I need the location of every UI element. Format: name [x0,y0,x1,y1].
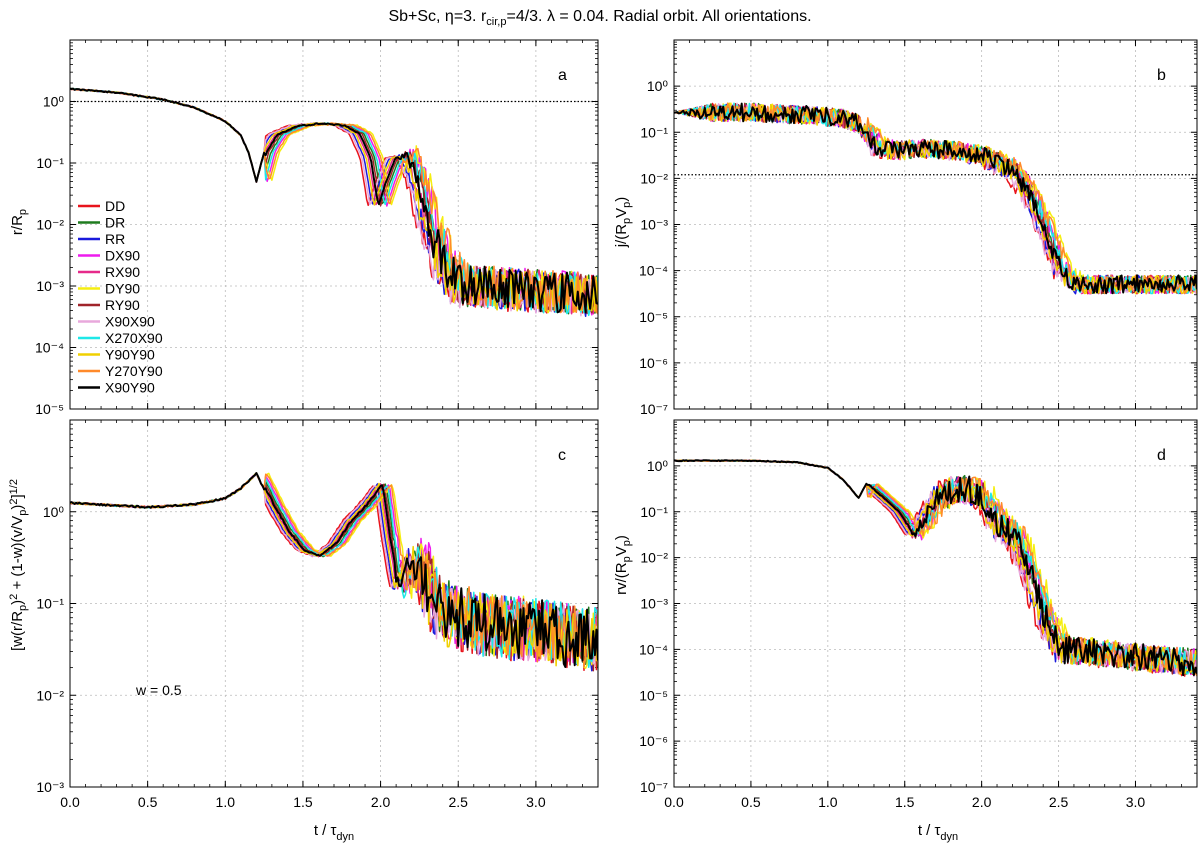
series-line-X90Y90 [70,472,598,668]
x-tick-label: 2.5 [449,794,469,810]
x-tick-label: 2.0 [371,794,391,810]
x-tick-label: 2.0 [972,794,992,810]
plot-frame-a [69,39,599,410]
legend-label-DY90: DY90 [105,281,140,297]
legend-label-DD: DD [105,198,125,214]
y-tick-label: 10⁻³ [640,596,668,612]
x-tick-label: 0.5 [138,794,158,810]
x-tick-label: 0.0 [664,794,684,810]
figure-title: Sb+Sc, η=3. rcir,p=4/3. λ = 0.04. Radial… [388,8,811,28]
y-tick-label: 10⁻³ [36,278,64,294]
y-tick-label: 10⁻³ [640,217,668,233]
x-label-right: t / τdyn [918,822,958,843]
plot-frame-b [673,39,1198,410]
svg-text:[w(r/Rp)2 + (1-w)(v/Vp)2]1/2: [w(r/Rp)2 + (1-w)(v/Vp)2]1/2 [8,479,29,651]
y-label-b: j/(RpVp) [613,197,633,249]
series-line-Y90Y90 [674,102,1197,295]
y-tick-label: 10⁰ [43,94,65,110]
y-tick-label: 10⁻² [36,217,64,233]
series-group-b [674,102,1197,295]
y-tick-label: 10⁻⁷ [640,779,668,795]
svg-text:t / τdyn: t / τdyn [314,822,354,843]
y-tick-label: 10⁰ [43,504,65,520]
y-label-a: r/Rp [9,209,29,235]
svg-text:t / τdyn: t / τdyn [918,822,958,843]
y-tick-label: 10⁰ [647,458,669,474]
y-tick-label: 10⁻⁵ [35,401,64,417]
y-tick-label: 10⁻³ [36,779,64,795]
panel-letter-d: d [1157,447,1166,464]
y-tick-label: 10⁻⁵ [639,687,668,703]
legend-label-X90X90: X90X90 [105,314,155,330]
x-tick-label: 0.0 [60,794,80,810]
y-tick-label: 10⁻⁶ [639,733,668,749]
legend-label-X90Y90: X90Y90 [105,380,155,396]
panel-d: 10⁻⁷ 10⁻⁶ 10⁻⁵ 10⁻⁴ 10⁻³ 10⁻² 10⁻¹ 10⁰ 0.0 0.5 1.0… [639,419,1198,810]
panel-a: 10⁻⁵ 10⁻⁴ 10⁻³ 10⁻² 10⁻¹ 10⁰ a DDDRRRDX90RX90DY… [35,39,599,417]
x-tick-label: 2.5 [1049,794,1069,810]
y-tick-label: 10⁻⁴ [639,263,668,279]
x-tick-label: 1.0 [216,794,236,810]
y-label-c: [w(r/Rp)2 + (1-w)(v/Vp)2]1/2 [8,479,29,651]
series-group-a [70,87,598,318]
panel-c: 10⁻³ 10⁻² 10⁻¹ 10⁰ 0.0 0.5 1.0 1.5 2.0 2.5 3.0 c w =… [36,419,599,810]
svg-text:j/(RpVp): j/(RpVp) [613,197,633,249]
panel-letter-a: a [558,67,567,84]
svg-text:rv/(RpVp): rv/(RpVp) [613,535,633,595]
plot-frame-d [673,419,1198,788]
series-line-X270X90 [674,102,1197,295]
x-tick-label: 0.5 [741,794,761,810]
series-group-d [674,459,1197,678]
series-line-X90Y90 [70,87,598,314]
x-tick-label: 3.0 [526,794,546,810]
y-tick-label: 10⁻² [36,687,64,703]
panel-b: 10⁻⁷ 10⁻⁶ 10⁻⁵ 10⁻⁴ 10⁻³ 10⁻² 10⁻¹ 10⁰ b [639,39,1198,417]
svg-text:r/Rp: r/Rp [9,209,29,235]
y-tick-label: 10⁰ [647,78,669,94]
legend-label-Y270Y90: Y270Y90 [105,363,163,379]
y-label-d: rv/(RpVp) [613,535,633,595]
series-line-Y270Y90 [674,102,1197,295]
y-tick-label: 10⁻⁴ [639,641,668,657]
y-tick-label: 10⁻² [640,170,668,186]
y-tick-label: 10⁻⁶ [639,355,668,371]
series-line-X90Y90 [674,102,1197,295]
legend-label-X270X90: X270X90 [105,330,163,346]
legend-label-Y90Y90: Y90Y90 [105,347,155,363]
series-line-Y90Y90 [70,472,598,667]
legend: DDDRRRDX90RX90DY90RY90X90X90X270X90Y90Y9… [78,198,163,396]
legend-label-RR: RR [105,231,125,247]
grid-b [673,40,1197,410]
y-tick-label: 10⁻¹ [640,124,668,140]
x-tick-label: 3.0 [1126,794,1146,810]
y-tick-label: 10⁻¹ [36,155,64,171]
x-tick-label: 1.5 [293,794,313,810]
grid-d [673,420,1197,788]
series-line-DR [674,102,1197,295]
series-line-X90Y90 [674,459,1197,677]
series-group-c [70,472,598,672]
legend-label-RX90: RX90 [105,264,140,280]
x-label-left: t / τdyn [314,822,354,843]
legend-label-RY90: RY90 [105,297,140,313]
legend-label-DX90: DX90 [105,248,140,264]
y-tick-label: 10⁻⁷ [640,401,668,417]
series-line-RX90 [674,103,1197,295]
y-tick-label: 10⁻⁵ [639,309,668,325]
plot-frame-c [69,419,599,788]
y-tick-label: 10⁻¹ [640,504,668,520]
series-line-RR [674,103,1197,295]
x-tick-label: 1.0 [818,794,838,810]
panel-letter-c: c [558,447,566,464]
panel-letter-b: b [1157,67,1166,84]
annotation-c: w = 0.5 [135,682,182,698]
legend-label-DR: DR [105,215,125,231]
y-tick-label: 10⁻¹ [36,596,64,612]
series-line-DY90 [674,102,1197,295]
y-tick-label: 10⁻² [640,550,668,566]
x-tick-label: 1.5 [895,794,915,810]
y-tick-label: 10⁻⁴ [35,340,64,356]
